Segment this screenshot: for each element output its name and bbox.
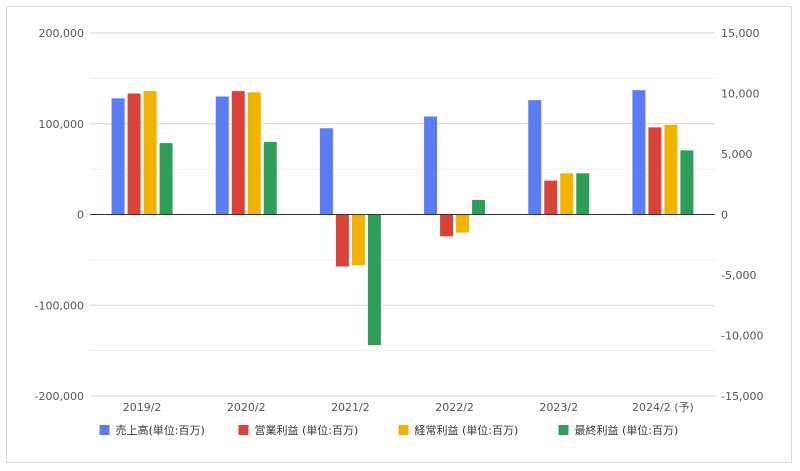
- left-axis-ticks: 200,000 100,000 0 -100,000 -200,000: [35, 27, 84, 403]
- bar: [576, 173, 590, 215]
- bar: [247, 92, 261, 215]
- bar: [472, 199, 486, 215]
- category-label: 2023/2: [539, 401, 578, 414]
- bar: [560, 173, 574, 215]
- right-axis-ticks: 15,000 10,000 5,000 0 -5,000 -10,000 -15,000: [721, 27, 763, 403]
- category-label: 2020/2: [227, 401, 266, 414]
- category-label: 2024/2 (予): [632, 401, 694, 414]
- bar: [528, 100, 542, 215]
- legend-entry: 営業利益 (単位:百万): [255, 423, 359, 437]
- category-labels: 2019/2 2020/2 2021/2 2022/2 2023/2 2024/2 (予): [123, 401, 694, 414]
- legend-entry: 経常利益 (単位:百万): [415, 423, 519, 437]
- bars: [111, 90, 694, 346]
- right-tick-label: 10,000: [721, 88, 760, 101]
- bar: [632, 90, 646, 215]
- bar: [111, 98, 125, 215]
- right-tick-label: 0: [721, 209, 728, 222]
- left-tick-label: 200,000: [39, 27, 85, 40]
- bar: [215, 96, 229, 215]
- right-tick-label: -10,000: [721, 330, 763, 343]
- right-tick-label: -5,000: [721, 269, 756, 282]
- bar: [424, 116, 438, 215]
- legend-swatch: [99, 425, 110, 435]
- gridlines: [90, 32, 715, 397]
- category-label: 2019/2: [123, 401, 162, 414]
- bar: [143, 91, 157, 215]
- legend-entry: 最終利益 (単位:百万): [575, 423, 679, 437]
- category-label: 2021/2: [331, 401, 370, 414]
- legend-swatch: [558, 425, 569, 435]
- legend-swatch: [238, 425, 249, 435]
- legend: 売上高(単位:百万) 営業利益 (単位:百万) 経常利益 (単位:百万) 最終利益 (…: [99, 423, 679, 437]
- bar: [335, 214, 349, 267]
- bar: [664, 124, 678, 215]
- bar: [263, 141, 277, 215]
- left-tick-label: -100,000: [35, 299, 84, 312]
- bar: [440, 214, 454, 237]
- chart-frame: [6, 6, 792, 463]
- bar: [367, 214, 381, 346]
- legend-swatch: [398, 425, 409, 435]
- left-tick-label: 0: [77, 209, 84, 222]
- bar: [231, 91, 245, 215]
- bar: [319, 128, 333, 215]
- left-tick-label: -200,000: [35, 390, 84, 403]
- legend-entry: 売上高(単位:百万): [116, 423, 205, 437]
- bar: [680, 150, 694, 215]
- bar: [648, 127, 662, 215]
- left-tick-label: 100,000: [39, 118, 85, 131]
- bar: [544, 180, 558, 215]
- bar: [159, 143, 173, 215]
- bar: [456, 214, 470, 233]
- right-tick-label: 5,000: [721, 148, 753, 161]
- right-tick-label: 15,000: [721, 27, 760, 40]
- right-tick-label: -15,000: [721, 390, 763, 403]
- category-label: 2022/2: [435, 401, 474, 414]
- bar: [127, 93, 141, 215]
- bar: [351, 214, 365, 266]
